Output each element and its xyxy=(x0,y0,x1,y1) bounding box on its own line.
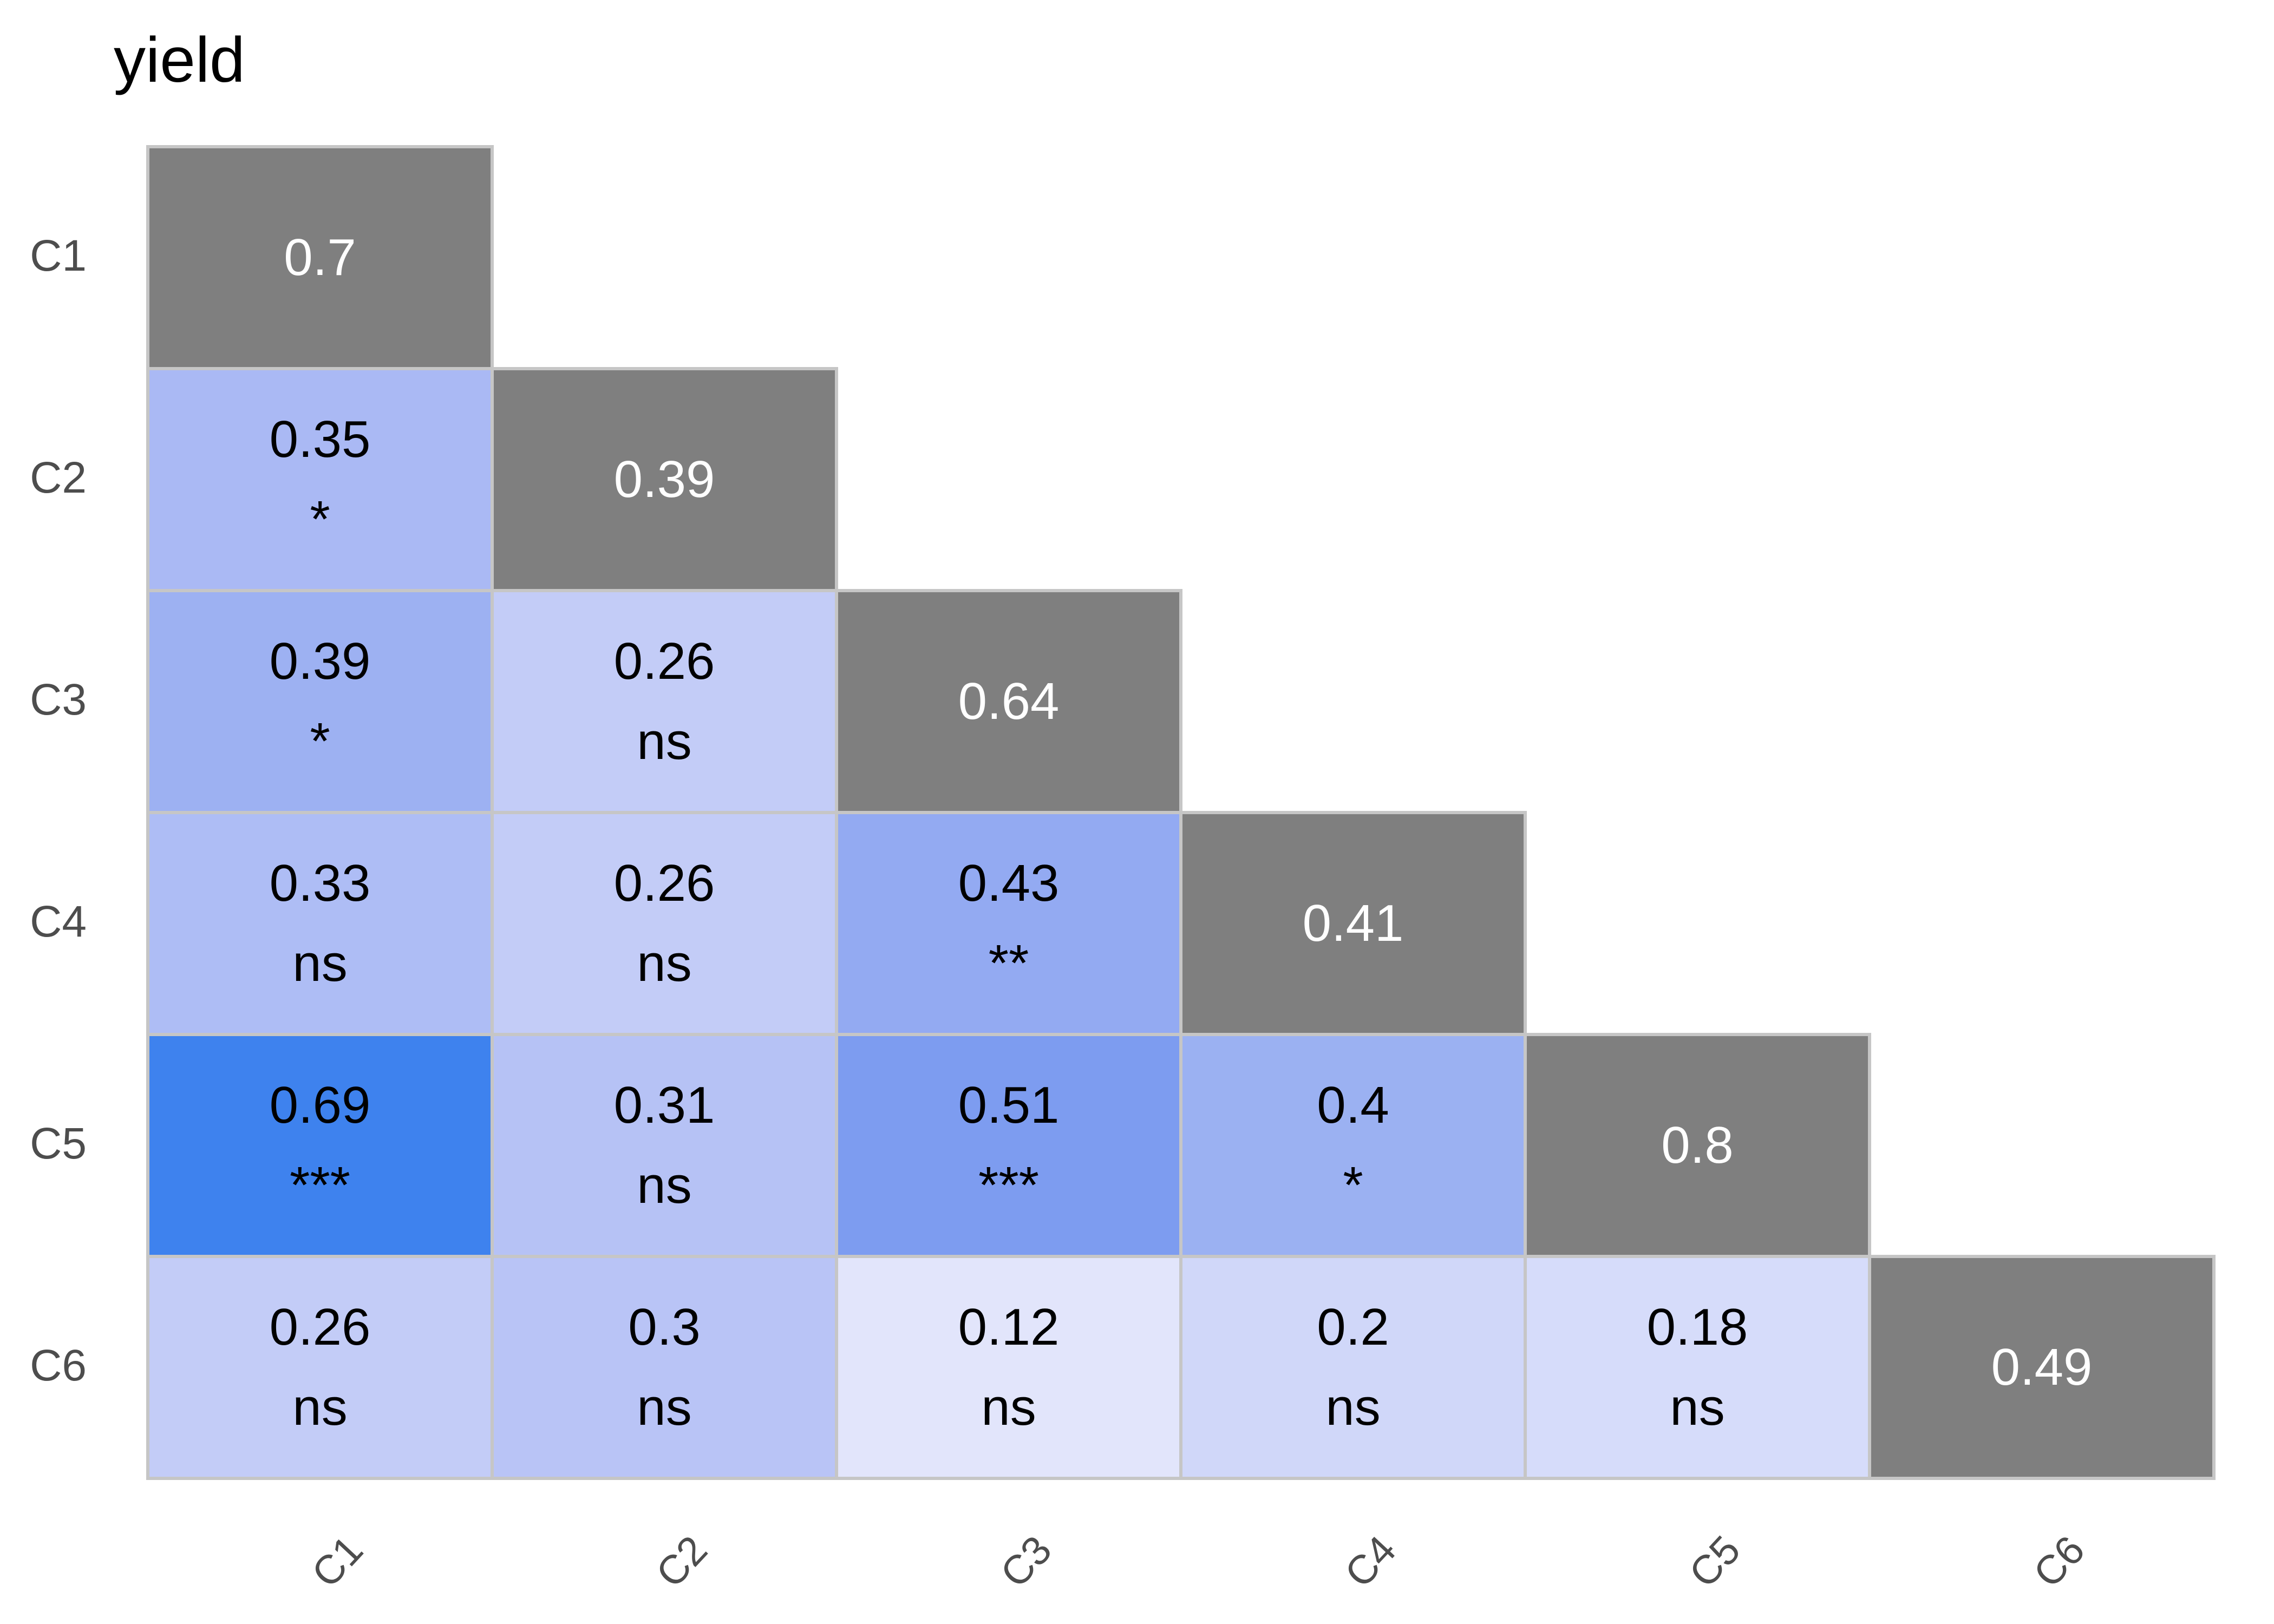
cell-significance: ns xyxy=(637,934,692,992)
heatmap-cell: 0.35 * xyxy=(146,367,494,592)
col-axis-label: C6 xyxy=(2024,1527,2094,1596)
cell-value: 0.49 xyxy=(1991,1338,2093,1396)
heatmap-cell: 0.31 ns xyxy=(491,1033,838,1258)
cell-value: 0.39 xyxy=(269,632,371,690)
col-axis-label: C2 xyxy=(647,1527,716,1596)
cell-value: 0.69 xyxy=(269,1076,371,1134)
cell-value: 0.39 xyxy=(613,450,715,508)
heatmap-cell: 0.33 ns xyxy=(146,811,494,1036)
cell-significance: ns xyxy=(292,934,348,992)
col-axis-label: C1 xyxy=(303,1527,372,1596)
heatmap-cell-diagonal: 0.49 xyxy=(1868,1255,2216,1480)
cell-significance: ** xyxy=(988,934,1029,992)
cell-value: 0.33 xyxy=(269,854,371,912)
heatmap-cell-diagonal: 0.39 xyxy=(491,367,838,592)
heatmap-cell: 0.39 * xyxy=(146,589,494,814)
heatmap-cell: 0.18 ns xyxy=(1524,1255,1871,1480)
row-axis-label: C2 xyxy=(30,453,87,502)
cell-value: 0.2 xyxy=(1317,1298,1389,1356)
cell-value: 0.8 xyxy=(1661,1116,1734,1174)
heatmap-cell: 0.26 ns xyxy=(491,811,838,1036)
heatmap-cell: 0.3 ns xyxy=(491,1255,838,1480)
cell-significance: ns xyxy=(1325,1378,1381,1436)
cell-significance: *** xyxy=(978,1156,1040,1214)
row-axis-label: C3 xyxy=(30,675,87,724)
heatmap-cell: 0.12 ns xyxy=(835,1255,1182,1480)
heatmap-cell: 0.69 *** xyxy=(146,1033,494,1258)
row-axis-label: C5 xyxy=(30,1119,87,1168)
cell-value: 0.26 xyxy=(269,1298,371,1356)
cell-significance: ns xyxy=(637,1378,692,1436)
cell-value: 0.7 xyxy=(284,228,356,286)
cell-value: 0.4 xyxy=(1317,1076,1389,1134)
row-axis-label: C1 xyxy=(30,231,87,280)
cell-value: 0.3 xyxy=(628,1298,701,1356)
cell-value: 0.43 xyxy=(958,854,1060,912)
heatmap-cell: 0.26 ns xyxy=(491,589,838,814)
heatmap-cell: 0.43 ** xyxy=(835,811,1182,1036)
cell-significance: * xyxy=(310,712,330,770)
heatmap-cell: 0.4 * xyxy=(1179,1033,1527,1258)
cell-significance: ns xyxy=(981,1378,1036,1436)
cell-value: 0.31 xyxy=(613,1076,715,1134)
cell-value: 0.35 xyxy=(269,410,371,468)
heatmap-cell: 0.26 ns xyxy=(146,1255,494,1480)
heatmap-cell: 0.51 *** xyxy=(835,1033,1182,1258)
cell-value: 0.41 xyxy=(1302,894,1404,952)
heatmap-cell-diagonal: 0.7 xyxy=(146,145,494,370)
row-axis-label: C6 xyxy=(30,1341,87,1390)
heatmap-cell: 0.2 ns xyxy=(1179,1255,1527,1480)
cell-significance: ns xyxy=(637,1156,692,1214)
cell-value: 0.18 xyxy=(1646,1298,1748,1356)
cell-significance: ns xyxy=(292,1378,348,1436)
cell-value: 0.12 xyxy=(958,1298,1060,1356)
col-axis-label: C4 xyxy=(1336,1527,1405,1596)
cell-value: 0.26 xyxy=(613,854,715,912)
chart-title: yield xyxy=(114,24,245,96)
col-axis-label: C3 xyxy=(991,1527,1061,1596)
cell-significance: * xyxy=(310,490,330,548)
heatmap-cell-diagonal: 0.41 xyxy=(1179,811,1527,1036)
cell-significance: ns xyxy=(637,712,692,770)
cell-value: 0.51 xyxy=(958,1076,1060,1134)
cell-value: 0.64 xyxy=(958,672,1060,730)
cell-significance: *** xyxy=(289,1156,351,1214)
cell-significance: ns xyxy=(1670,1378,1725,1436)
cell-significance: * xyxy=(1343,1156,1363,1214)
col-axis-label: C5 xyxy=(1680,1527,1749,1596)
row-axis-label: C4 xyxy=(30,897,87,946)
cell-value: 0.26 xyxy=(613,632,715,690)
heatmap-cell-diagonal: 0.64 xyxy=(835,589,1182,814)
heatmap-cell-diagonal: 0.8 xyxy=(1524,1033,1871,1258)
